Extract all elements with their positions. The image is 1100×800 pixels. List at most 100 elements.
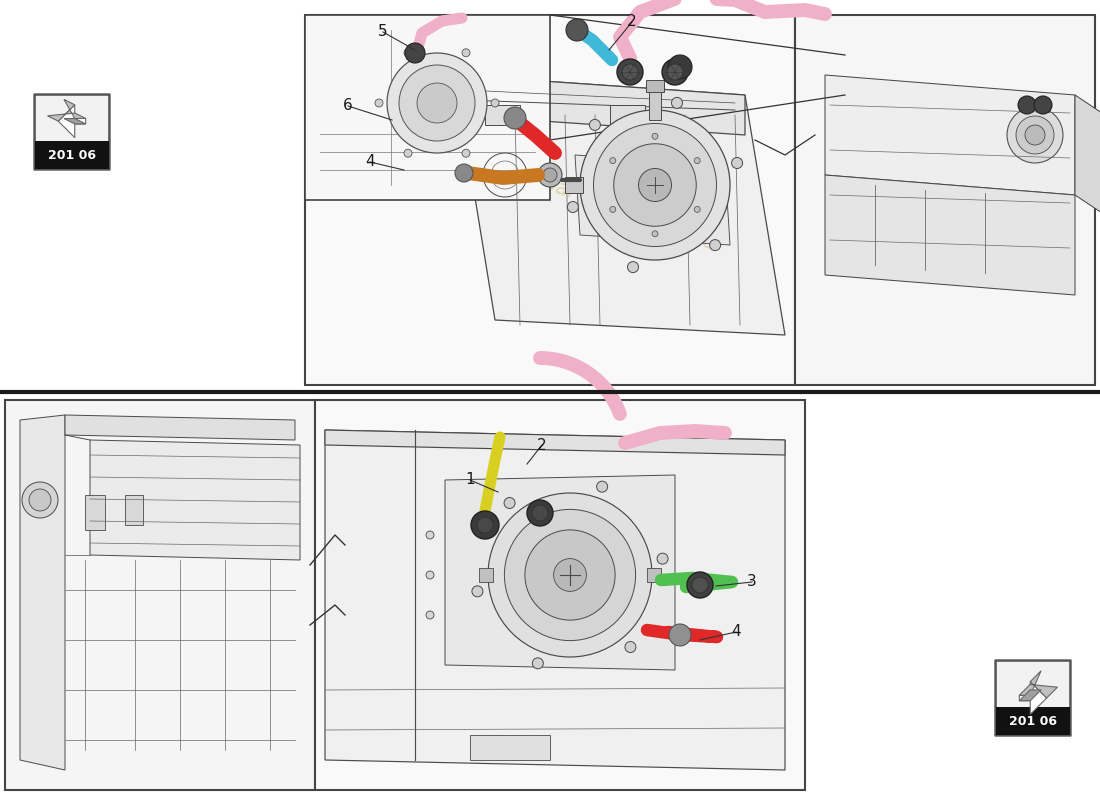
Circle shape [525,530,615,620]
Circle shape [1034,96,1052,114]
Circle shape [426,611,434,619]
Polygon shape [575,155,730,245]
Polygon shape [446,475,675,670]
Bar [34,141,109,170]
Text: a partsdiagraM site: a partsdiagraM site [521,166,718,254]
Text: 4: 4 [365,154,375,170]
Circle shape [538,163,562,187]
Bar [996,706,1070,735]
Circle shape [662,59,688,85]
Bar [646,80,664,92]
Circle shape [594,123,716,246]
Circle shape [477,517,493,533]
Polygon shape [1020,690,1041,701]
Bar [649,90,661,120]
Circle shape [471,511,499,539]
Circle shape [543,168,557,182]
Polygon shape [58,105,86,138]
Circle shape [609,158,616,164]
Circle shape [694,206,701,212]
Circle shape [472,586,483,597]
Circle shape [504,107,526,129]
Circle shape [375,99,383,107]
Circle shape [29,489,51,511]
FancyBboxPatch shape [34,94,110,170]
Circle shape [455,164,473,182]
Circle shape [671,98,682,108]
Circle shape [417,83,456,123]
FancyBboxPatch shape [996,661,1070,735]
Circle shape [625,642,636,653]
Circle shape [627,262,638,273]
Text: 1: 1 [465,473,475,487]
Circle shape [688,572,713,598]
Polygon shape [90,440,300,560]
Circle shape [566,19,588,41]
Polygon shape [1020,682,1047,714]
Circle shape [404,150,412,158]
Circle shape [669,624,691,646]
Bar [315,400,805,790]
Polygon shape [825,175,1075,295]
Polygon shape [455,75,785,335]
Text: 4: 4 [732,625,740,639]
Polygon shape [65,415,295,440]
Text: 6: 6 [343,98,353,114]
Circle shape [405,43,425,63]
Circle shape [609,206,616,212]
Bar [485,105,520,125]
Text: 2: 2 [537,438,547,453]
Circle shape [638,169,671,202]
Circle shape [504,498,515,509]
Text: a partsdiagraM site: a partsdiagraM site [482,541,679,629]
Circle shape [580,110,730,260]
Bar [85,495,104,530]
Bar [305,15,795,385]
Polygon shape [324,430,785,455]
Bar [795,15,1094,385]
Bar [125,495,143,525]
Circle shape [1016,116,1054,154]
Bar [305,15,550,200]
Circle shape [1018,96,1036,114]
Circle shape [694,158,701,164]
Circle shape [462,150,470,158]
Circle shape [22,482,58,518]
Circle shape [652,134,658,139]
Polygon shape [324,430,785,770]
Circle shape [462,49,470,57]
Bar [565,177,583,193]
Circle shape [488,493,652,657]
Circle shape [426,571,434,579]
Circle shape [614,144,696,226]
Polygon shape [20,415,65,770]
Circle shape [568,202,579,213]
Bar [647,568,661,582]
Text: 201 06: 201 06 [1009,714,1057,727]
Circle shape [426,531,434,539]
Polygon shape [1020,670,1057,698]
Circle shape [553,558,586,591]
Circle shape [505,510,636,641]
Circle shape [491,99,499,107]
Text: 5: 5 [378,25,388,39]
Circle shape [527,500,553,526]
Circle shape [710,240,720,250]
Circle shape [652,230,658,237]
Circle shape [657,553,668,564]
Circle shape [667,64,683,80]
Polygon shape [1075,95,1100,215]
Circle shape [1025,125,1045,145]
Text: 2: 2 [627,14,637,30]
Bar [470,735,550,760]
Polygon shape [64,118,86,124]
Polygon shape [455,75,745,135]
Circle shape [596,481,607,492]
Circle shape [617,59,643,85]
Circle shape [404,49,412,57]
Circle shape [668,55,692,79]
Text: 3: 3 [747,574,757,590]
Circle shape [387,53,487,153]
Circle shape [532,505,548,521]
Bar [6,400,315,790]
